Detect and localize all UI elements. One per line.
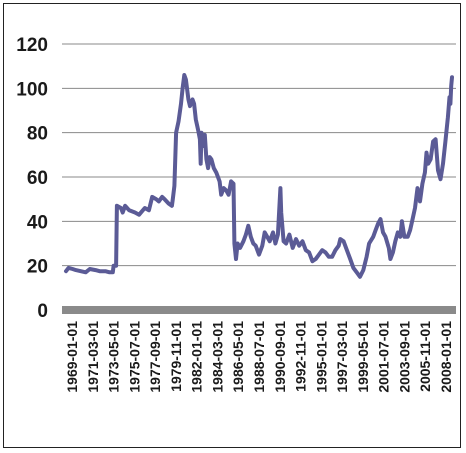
y-tick-label: 80	[27, 124, 48, 145]
x-tick-label: 1990-09-01	[272, 321, 288, 393]
y-tick-label: 60	[27, 168, 48, 189]
x-tick-label: 2008-01-01	[438, 321, 454, 393]
y-tick-label: 120	[16, 35, 48, 56]
y-tick-label: 100	[16, 79, 48, 100]
x-tick-label: 1973-05-01	[106, 321, 122, 393]
x-tick-label: 1999-05-01	[355, 321, 371, 393]
x-tick-label: 2005-11-01	[417, 321, 433, 392]
gridlines	[62, 43, 456, 267]
x-tick-label: 1969-01-01	[64, 321, 80, 393]
x-tick-label: 1986-05-01	[230, 321, 246, 393]
x-tick-label: 1975-07-01	[126, 321, 142, 393]
x-tick-label: 1997-03-01	[334, 321, 350, 393]
x-tick-label: 2003-09-01	[396, 321, 412, 393]
x-tick-label: 1979-11-01	[168, 321, 184, 392]
y-axis-tick-labels: 0 20 40 60 80 100 120	[16, 35, 48, 322]
series-line	[64, 73, 454, 279]
y-tick-label: 40	[27, 212, 48, 233]
y-tick-label: 20	[27, 257, 48, 278]
x-tick-label: 1971-03-01	[85, 321, 101, 393]
y-tick-label: 0	[37, 301, 48, 322]
x-tick-label: 1988-07-01	[251, 321, 267, 393]
x-tick-label: 1982-01-01	[189, 321, 205, 393]
chart-frame	[3, 3, 461, 448]
x-tick-label: 2001-07-01	[376, 321, 392, 393]
x-tick-label: 1984-03-01	[209, 321, 225, 393]
x-axis-line	[62, 306, 456, 314]
x-tick-label: 1995-01-01	[313, 321, 329, 393]
x-axis-tick-labels: 1969-01-01 1971-03-01 1973-05-01 1975-07-01…	[64, 321, 454, 393]
x-tick-label: 1977-09-01	[147, 321, 163, 393]
x-tick-label: 1992-11-01	[293, 321, 309, 392]
